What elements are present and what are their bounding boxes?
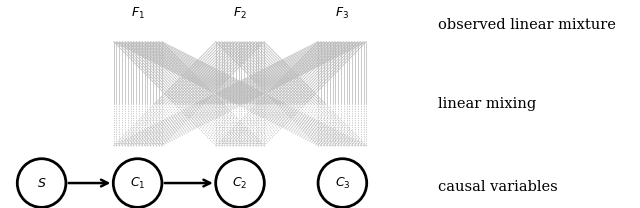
Text: causal variables: causal variables <box>438 180 558 194</box>
Text: $F_{2}$: $F_{2}$ <box>233 6 247 21</box>
Text: observed linear mixture: observed linear mixture <box>438 18 616 32</box>
Text: linear mixing: linear mixing <box>438 97 537 111</box>
Text: $S$: $S$ <box>37 177 46 189</box>
Ellipse shape <box>113 159 162 207</box>
Text: $C_{1}$: $C_{1}$ <box>130 176 145 191</box>
Ellipse shape <box>318 159 367 207</box>
Text: $C_{2}$: $C_{2}$ <box>232 176 248 191</box>
Text: $F_{3}$: $F_{3}$ <box>335 6 349 21</box>
Text: $C_{3}$: $C_{3}$ <box>335 176 350 191</box>
Ellipse shape <box>17 159 66 207</box>
Ellipse shape <box>216 159 264 207</box>
Text: $F_{1}$: $F_{1}$ <box>131 6 145 21</box>
